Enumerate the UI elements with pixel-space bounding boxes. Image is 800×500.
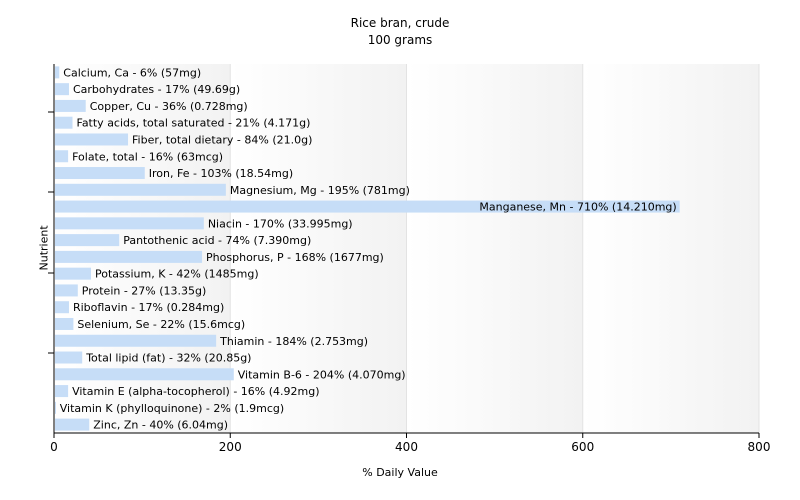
bar-label: Fatty acids, total saturated - 21% (4.17…	[77, 117, 311, 130]
x-tick-label: 800	[748, 440, 771, 454]
grid-band	[582, 64, 759, 433]
bar	[55, 133, 129, 146]
bar-label: Protein - 27% (13.35g)	[82, 284, 207, 297]
bar	[55, 317, 74, 330]
bar	[55, 267, 92, 280]
bar	[55, 150, 69, 163]
bar	[55, 368, 234, 381]
bar-label: Zinc, Zn - 40% (6.04mg)	[93, 419, 228, 432]
bar-label: Potassium, K - 42% (1485mg)	[95, 268, 259, 281]
bar	[55, 116, 73, 129]
bar-label: Niacin - 170% (33.995mg)	[208, 217, 353, 230]
grid-band	[406, 64, 583, 433]
bar-label: Copper, Cu - 36% (0.728mg)	[90, 100, 248, 113]
bar	[55, 99, 86, 112]
bar	[55, 284, 78, 297]
bar	[55, 183, 226, 196]
bar	[55, 234, 120, 247]
bar	[55, 401, 56, 414]
bar-label: Vitamin E (alpha-tocopherol) - 16% (4.92…	[72, 385, 319, 398]
bar-label: Fiber, total dietary - 84% (21.0g)	[132, 133, 312, 146]
bar	[55, 385, 69, 398]
bar	[55, 217, 204, 230]
bars	[55, 66, 680, 431]
bar-label: Folate, total - 16% (63mcg)	[72, 150, 223, 163]
bar	[55, 250, 203, 263]
x-tick-label: 200	[219, 440, 242, 454]
bar-label: Pantothenic acid - 74% (7.390mg)	[123, 234, 311, 247]
axes: 0 200 400 600 800	[48, 64, 770, 454]
bar-labels: Calcium, Ca - 6% (57mg) Carbohydrates - 1…	[60, 66, 677, 431]
bar-label: Vitamin K (phylloquinone) - 2% (1.9mcg)	[60, 402, 284, 415]
bar	[55, 66, 60, 79]
bar	[55, 334, 217, 347]
bar	[55, 200, 680, 213]
x-tick-label: 400	[395, 440, 418, 454]
y-axis-label: Nutrient	[37, 225, 51, 271]
grid-band	[230, 64, 407, 433]
x-axis-label: % Daily Value	[362, 466, 438, 479]
bar-label: Carbohydrates - 17% (49.69g)	[73, 83, 240, 96]
bar	[55, 83, 69, 96]
bar-label: Calcium, Ca - 6% (57mg)	[63, 66, 201, 79]
bar-label: Riboflavin - 17% (0.284mg)	[73, 301, 224, 314]
bar	[55, 167, 145, 180]
bar	[55, 418, 90, 431]
x-tick-label: 0	[50, 440, 58, 454]
bar	[55, 351, 83, 364]
x-tick-label: 600	[571, 440, 594, 454]
bar-label: Thiamin - 184% (2.753mg)	[219, 335, 368, 348]
bar-label: Phosphorus, P - 168% (1677mg)	[206, 251, 384, 264]
chart-title: Rice bran, crude	[350, 16, 450, 30]
bar-label: Magnesium, Mg - 195% (781mg)	[230, 184, 410, 197]
bar-label: Selenium, Se - 22% (15.6mcg)	[77, 318, 245, 331]
chart-subtitle: 100 grams	[367, 33, 433, 47]
bar-label: Vitamin B-6 - 204% (4.070mg)	[238, 368, 406, 381]
bar	[55, 301, 69, 314]
bar-label: Manganese, Mn - 710% (14.210mg)	[479, 201, 676, 214]
bar-label: Total lipid (fat) - 32% (20.85g)	[85, 352, 251, 365]
bar-label: Iron, Fe - 103% (18.54mg)	[149, 167, 293, 180]
